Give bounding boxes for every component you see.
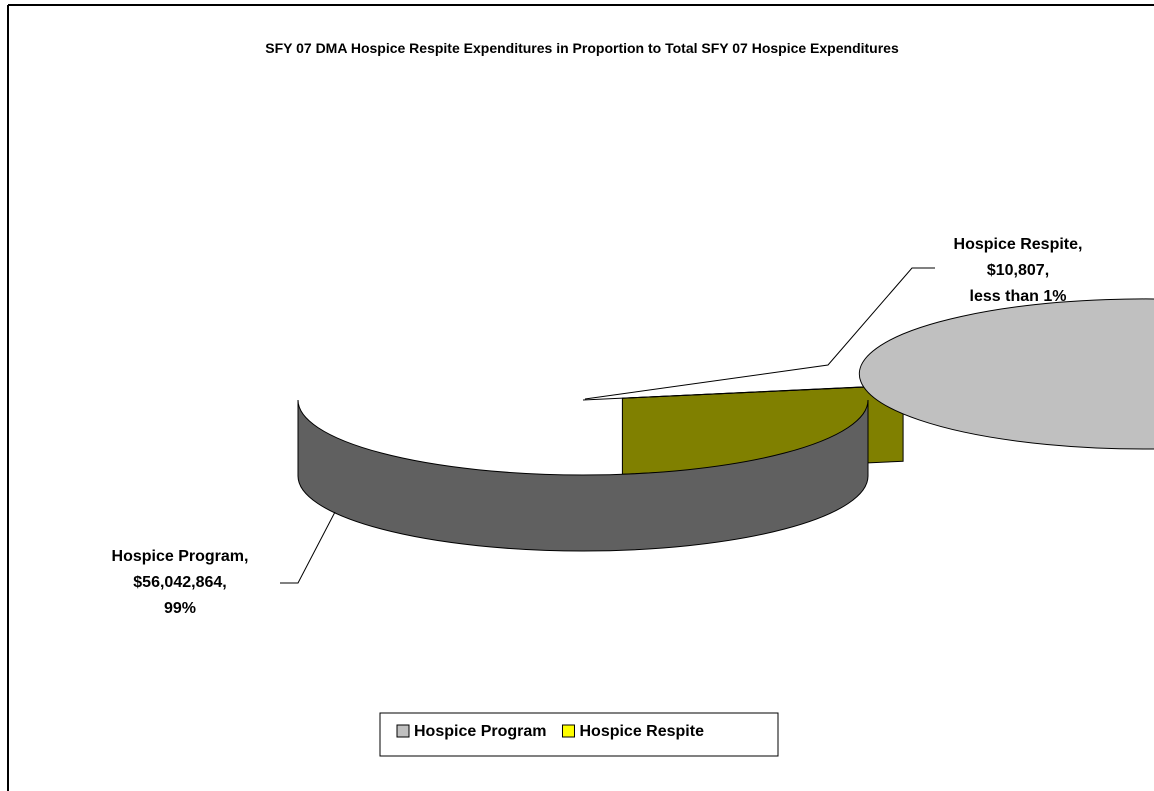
legend-box [379, 712, 779, 757]
legend-label: Hospice Respite [579, 723, 704, 740]
legend-swatch [396, 724, 410, 738]
data-label: less than 1% [970, 288, 1067, 305]
leader-line [584, 267, 935, 400]
legend-label: Hospice Program [414, 723, 546, 740]
data-label: $56,042,864, [133, 574, 226, 591]
slice-top [582, 298, 1154, 450]
data-label: Hospice Respite, [954, 236, 1083, 253]
data-label: Hospice Program, [112, 548, 249, 565]
data-label: $10,807, [987, 262, 1049, 279]
chart-title: SFY 07 DMA Hospice Respite Expenditures … [265, 40, 899, 56]
data-label: 99% [164, 600, 196, 617]
leader-line [280, 511, 336, 584]
legend-swatch [561, 724, 575, 738]
slice-side [297, 399, 869, 552]
